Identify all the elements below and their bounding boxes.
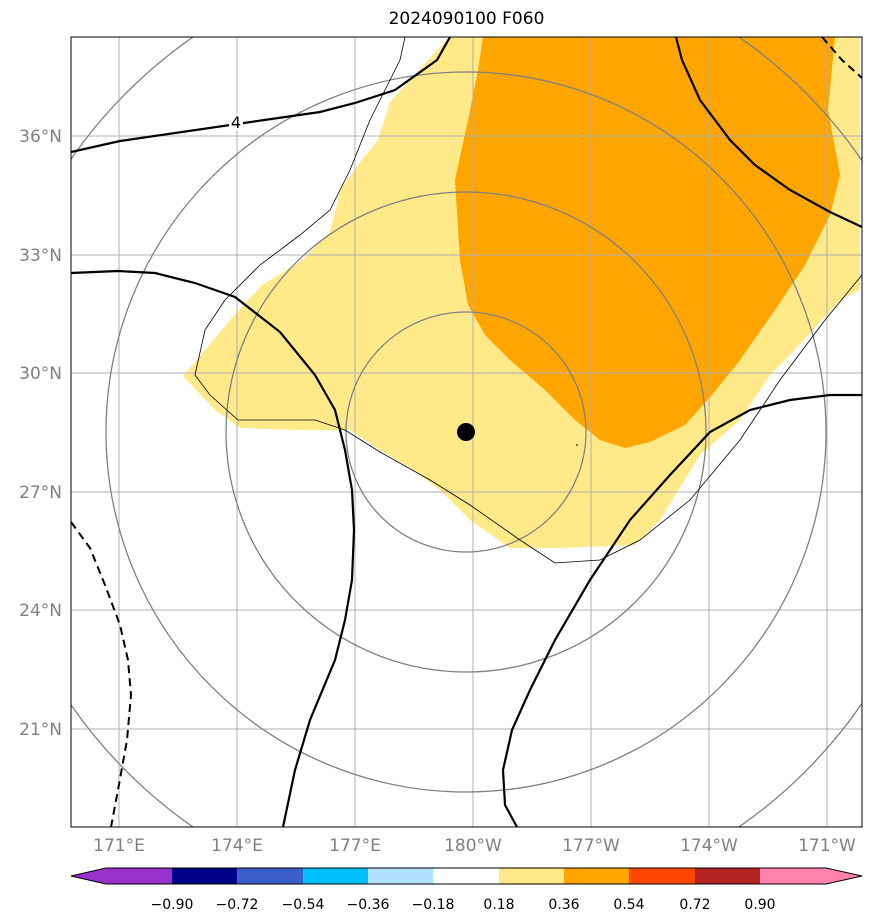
lon-tick-label: 174°E	[211, 836, 263, 856]
lon-tick-label: 177°W	[562, 836, 620, 856]
lat-tick-label: 24°N	[19, 601, 62, 621]
lon-tick-label: 174°W	[680, 836, 738, 856]
colorbar-segment	[172, 868, 237, 884]
lon-tick-label: 171°E	[93, 836, 145, 856]
colorbar-segment	[368, 868, 433, 884]
colorbar-tick-label: 0.90	[744, 897, 775, 913]
colorbar-tick-label: −0.54	[282, 897, 325, 913]
contour-northeast-line	[674, 37, 862, 228]
thin-contour	[194, 37, 862, 564]
lat-tick-label: 36°N	[19, 127, 62, 147]
colorbar-segment	[760, 868, 826, 884]
contour-4-line	[71, 37, 451, 154]
colorbar-tick-label: −0.18	[412, 897, 455, 913]
colorbar-tick-label: 0.54	[613, 897, 644, 913]
map-title: 2024090100 F060	[388, 9, 545, 29]
storm-center-marker	[457, 423, 475, 441]
plot-frame	[70, 36, 863, 828]
colorbar: −0.90 −0.72 −0.54 −0.36 −0.18 0.18 0.36 …	[70, 867, 863, 913]
colorbar-segment	[433, 868, 499, 884]
lat-tick-label: 33°N	[19, 246, 62, 266]
colorbar-tick-label: −0.72	[216, 897, 259, 913]
contour-west-line	[71, 269, 356, 827]
colorbar-segment	[629, 868, 695, 884]
colorbar-segment	[237, 868, 303, 884]
colorbar-segment	[564, 868, 629, 884]
colorbar-outline	[70, 867, 863, 885]
lat-tick-label: 27°N	[19, 483, 62, 503]
lat-tick-labels: 36°N 33°N 30°N 27°N 24°N 21°N	[19, 127, 62, 740]
lon-tick-labels: 171°E 174°E 177°E 180°W 177°W 174°W 171°…	[93, 836, 856, 856]
lon-tick-label: 171°W	[798, 836, 856, 856]
colorbar-segment	[695, 868, 760, 884]
colorbar-segment	[499, 868, 564, 884]
lon-tick-label: 177°E	[329, 836, 381, 856]
shade-region-high	[455, 37, 840, 448]
lat-tick-label: 30°N	[19, 364, 62, 384]
lon-tick-label: 180°W	[444, 836, 502, 856]
contour-label: 4	[231, 113, 241, 132]
colorbar-tick-label: 0.72	[679, 897, 710, 913]
colorbar-tick-label: 0.18	[483, 897, 514, 913]
colorbar-tick-label: −0.90	[151, 897, 194, 913]
contour-east-line	[501, 393, 862, 827]
thick-contours	[71, 37, 862, 827]
lat-tick-label: 21°N	[19, 720, 62, 740]
colorbar-segment	[303, 868, 368, 884]
colorbar-segment	[106, 868, 172, 884]
colorbar-extend-low	[71, 868, 106, 884]
colorbar-tick-label: 0.36	[548, 897, 579, 913]
dashed-contours	[71, 37, 862, 827]
colorbar-extend-high	[826, 868, 862, 884]
colorbar-tick-label: −0.36	[347, 897, 390, 913]
